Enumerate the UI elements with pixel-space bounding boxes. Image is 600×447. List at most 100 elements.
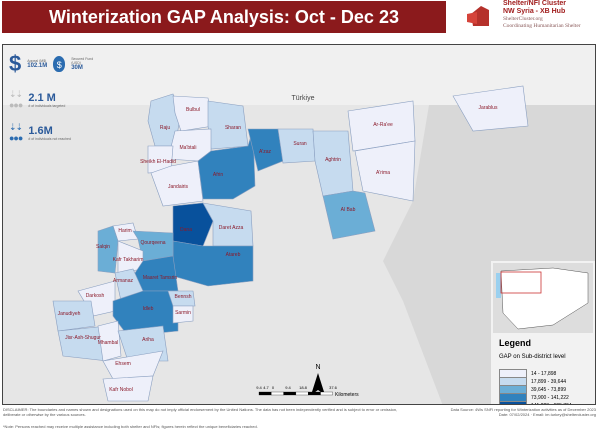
legend-subtitle: GAP on Sub-district level [499, 354, 566, 360]
scale-tick: 9.4 [256, 385, 262, 390]
subdistrict-label: Al Bab [341, 207, 356, 213]
appeal-label: Appeal (M$) [27, 59, 47, 63]
people-targeted-icon: ⇣⇣ ●●● [9, 89, 23, 110]
dollar-icon: $ [9, 51, 22, 76]
north-arrow-icon [311, 373, 325, 395]
targeted-value: 2.1 M [28, 91, 56, 104]
subdistrict-label: Afrin [213, 172, 224, 178]
scale-segment [258, 391, 272, 396]
subdistrict-label: Daret Azza [219, 225, 244, 231]
secured-label: Secured Fund (USD) [71, 57, 94, 65]
subdistrict-label: A'rima [376, 170, 390, 176]
subdistrict-label: Aghtrin [325, 157, 341, 163]
legend-title: Legend [499, 338, 532, 348]
not-reached-label: # of individuals not reached [28, 136, 71, 141]
north-arrow: N [311, 364, 325, 395]
subdistrict-label: A'zaz [259, 149, 272, 155]
targeted-label: # of individuals targeted [28, 103, 66, 108]
subdistrict-label: Darkosh [86, 293, 105, 299]
scale-tick: 0 [272, 385, 275, 390]
appeal-value: 102.1M [27, 63, 48, 69]
subdistrict-label: Jisr-Ash-Shugur [65, 335, 101, 341]
subdistrict-atareb [172, 240, 254, 287]
subdistrict-bulbul [172, 95, 214, 132]
logo-line2: NW Syria - XB Hub [503, 8, 566, 15]
subdistrict-aghtrin [312, 130, 354, 197]
legend-item: 141,223 - 625,704 [499, 401, 572, 405]
legend-swatch [499, 401, 527, 404]
subdistrict-salqin [97, 225, 119, 274]
scale-tick: 18.8 [299, 385, 308, 390]
subdistrict-mhambal [97, 320, 122, 362]
subdistrict-label: Maaret Tamsrin [143, 275, 178, 281]
subdistrict-jarablus [452, 85, 529, 132]
subdistrict-label: Ma'btali [179, 145, 196, 151]
scale-tick: 28.2 [314, 385, 323, 390]
scale-segment [283, 391, 297, 396]
subdistrict-label: Ariha [142, 337, 154, 343]
scale-segment [308, 391, 321, 396]
subdistrict-label: Jandairis [168, 184, 189, 190]
logo-line3: ShelterCluster.org [503, 16, 543, 22]
date-email: Date: 07/02/2024 · Email: im.turkey@shel… [498, 412, 596, 417]
subdistrict-label: Armanaz [113, 278, 134, 284]
subdistrict-label: Harim [118, 228, 131, 234]
scale-tick: 4.7 [263, 385, 269, 390]
north-label: N [315, 364, 320, 371]
subdistrict-label: Jarablus [479, 105, 498, 111]
subdistrict-label: Ehsem [115, 361, 131, 367]
legend-label: 73,900 - 141,222 [531, 394, 569, 401]
subdistrict-label: Idleb [143, 306, 154, 312]
subdistrict-label: Kafr Takharim [113, 257, 144, 263]
shelter-cluster-logo: Shelter/NFI Cluster NW Syria - XB Hub She… [465, 0, 600, 32]
subdistrict-al-bab [322, 190, 376, 240]
subdistrict-label: Sheikh El-Hadid [140, 159, 176, 165]
subdistrict-kafr-nobol [102, 375, 154, 402]
title-banner: Winterization GAP Analysis: Oct - Dec 23 [2, 1, 446, 33]
scale-segment [295, 391, 309, 396]
subdistrict-a-rima [354, 140, 416, 202]
logo-line4: Coordinating Humanitarian Shelter [503, 23, 581, 29]
subdistrict-sarmin [172, 305, 194, 324]
subdistrict-label: Raju [160, 125, 171, 131]
subdistrict-afrin [197, 128, 256, 200]
syria-inset-map [493, 263, 593, 333]
subdistrict-label: Ar-Ra'ee [373, 122, 393, 128]
country-label: Türkiye [292, 95, 315, 102]
scale-segment [320, 391, 333, 396]
subdistrict-janudiyeh [52, 300, 96, 332]
subdistrict-sharan [207, 100, 249, 150]
legend-label: 39,645 - 73,899 [531, 386, 567, 393]
secured-value: 30M [71, 65, 83, 71]
subdistrict-idleb [112, 290, 179, 337]
scale-unit: Kilometers [335, 392, 359, 398]
not-reached-value: 1.6M [28, 124, 53, 137]
legend-panel: Legend GAP on Sub-district level 14 - 17… [491, 261, 595, 405]
subdistrict-label: Bennsh [175, 294, 192, 300]
data-source: Data Source: 4Ws SNFI reporting for Wint… [450, 407, 596, 412]
stats-panel: $ Appeal (M$) 102.1M $ Secured Fund (USD)… [9, 51, 99, 143]
subdistrict-label: Atareb [226, 252, 241, 258]
subdistrict-bennsh [167, 290, 196, 307]
disclaimer: DISCLAIMER: The boundaries and names sho… [3, 407, 398, 417]
legend-label: 14 - 17,898 [531, 370, 557, 377]
subdistrict-label: Bulbul [186, 107, 200, 113]
subdistrict-label: Suran [293, 141, 307, 147]
subdistrict-label: Qourqeena [140, 240, 165, 246]
map-frame: Türkiye Raju Bulbul Sharan Ma'btali Sheikh E… [2, 44, 596, 405]
money-bag-icon: $ [53, 56, 66, 72]
subdistrict-label: Kafr Nobol [109, 387, 133, 393]
footnote: *Note: Persons reached may receive multi… [3, 424, 258, 429]
subdistrict-label: Salqin [96, 244, 110, 250]
scale-tick: 37.6 [329, 385, 338, 390]
scale-tick: 9.4 [285, 385, 291, 390]
legend-label: 17,899 - 39,644 [531, 378, 567, 385]
subdistrict-label: Dana [180, 227, 192, 233]
hand-house-icon [467, 6, 489, 26]
subdistrict-label: Mhambal [98, 340, 119, 346]
scale-segment [271, 391, 284, 396]
subdistrict-label: Janudiyeh [58, 311, 81, 317]
logo-line1: Shelter/NFI Cluster [503, 0, 567, 7]
legend-label: 141,223 - 625,704 [531, 403, 572, 405]
